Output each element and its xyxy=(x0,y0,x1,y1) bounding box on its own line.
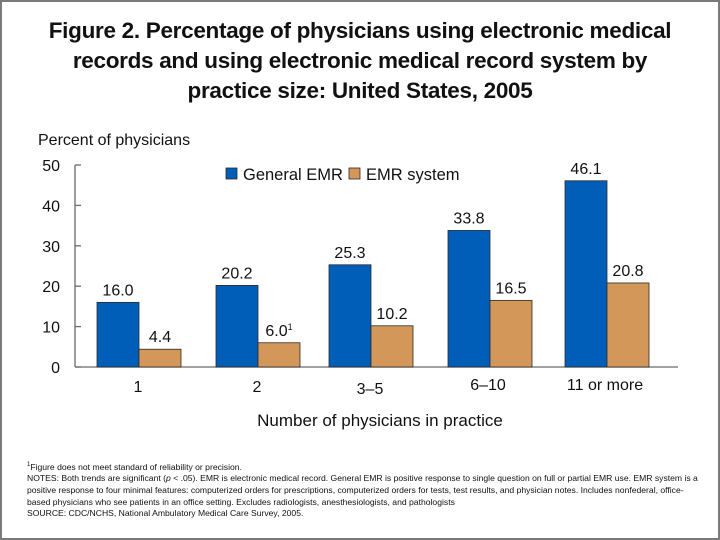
data-label-superscript: 1 xyxy=(288,322,293,332)
data-label: 25.3 xyxy=(334,245,365,262)
reliability-footnote: 1Figure does not meet standard of reliab… xyxy=(27,460,707,473)
x-tick-label: 6–10 xyxy=(470,377,506,394)
chart-title-line: practice size: United States, 2005 xyxy=(187,78,533,103)
legend-swatch xyxy=(225,167,238,180)
legend-swatch xyxy=(348,167,361,180)
y-tick-label: 30 xyxy=(42,239,60,256)
bar-emr-system xyxy=(257,342,301,368)
data-label: 16.0 xyxy=(102,282,133,299)
notes: NOTES: Both trends are significant (p < … xyxy=(27,473,707,508)
y-tick-label: 40 xyxy=(42,198,60,215)
notes-p: p xyxy=(166,473,171,484)
data-label: 10.2 xyxy=(376,306,407,323)
data-label: 16.5 xyxy=(495,280,526,297)
bar-general-emr xyxy=(215,284,259,368)
data-label: 6.01 xyxy=(265,322,292,340)
footnote-text: Figure does not meet standard of reliabi… xyxy=(30,461,242,472)
y-tick-label: 20 xyxy=(42,279,60,296)
source: SOURCE: CDC/NCHS, National Ambulatory Me… xyxy=(27,508,304,519)
bar-general-emr xyxy=(564,180,608,368)
x-tick-label: 1 xyxy=(134,379,143,396)
y-tick-label: 10 xyxy=(42,320,60,337)
y-tick-label: 50 xyxy=(42,158,60,175)
x-tick-label: 3–5 xyxy=(357,381,384,398)
chart-title-line: Figure 2. Percentage of physicians using… xyxy=(48,18,672,43)
x-axis-label: Number of physicians in practice xyxy=(257,411,503,430)
x-tick-label: 11 or more xyxy=(567,377,643,394)
data-label: 20.2 xyxy=(221,265,252,282)
bar-emr-system xyxy=(606,282,650,368)
bar-general-emr xyxy=(96,301,140,368)
bar-emr-system xyxy=(489,299,533,368)
chart-title: Figure 2. Percentage of physicians using… xyxy=(10,16,710,106)
footnote-mark: 1 xyxy=(27,462,31,468)
x-tick-label: 2 xyxy=(253,379,262,396)
legend-label: EMR system xyxy=(366,166,460,184)
bar-general-emr xyxy=(328,264,372,368)
legend-label: General EMR xyxy=(243,166,343,184)
data-label: 46.1 xyxy=(570,161,601,178)
notes-prefix: NOTES: Both trends are significant ( xyxy=(27,473,166,484)
y-tick-label: 0 xyxy=(51,360,60,377)
bar-emr-system xyxy=(138,348,182,368)
footnotes: 1Figure does not meet standard of reliab… xyxy=(27,460,707,520)
data-label: 33.8 xyxy=(453,210,484,227)
y-axis-label: Percent of physicians xyxy=(38,132,191,149)
bar-general-emr xyxy=(447,230,491,368)
chart-title-line: records and using electronic medical rec… xyxy=(72,48,648,73)
bar-emr-system xyxy=(370,325,414,368)
data-label: 4.4 xyxy=(149,329,171,346)
data-label: 20.8 xyxy=(612,263,643,280)
notes-text: < .05). EMR is electronic medical record… xyxy=(27,473,698,507)
